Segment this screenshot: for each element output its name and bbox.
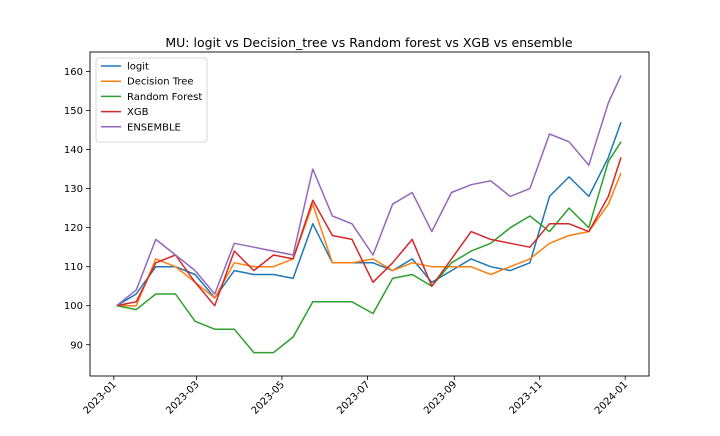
y-tick-label-3: 120 bbox=[64, 223, 83, 234]
series-line-1 bbox=[116, 172, 622, 307]
y-tick-label-7: 160 bbox=[64, 67, 83, 78]
y-tick-label-0: 90 bbox=[70, 340, 83, 351]
y-tick-label-6: 150 bbox=[64, 106, 83, 117]
legend-label-4: ENSEMBLE bbox=[127, 122, 181, 133]
series-line-0 bbox=[116, 122, 622, 307]
legend-label-1: Decision Tree bbox=[127, 77, 194, 88]
series-line-3 bbox=[116, 157, 622, 307]
legend-box bbox=[95, 57, 208, 143]
y-tick-label-1: 100 bbox=[64, 301, 83, 312]
plot-frame bbox=[89, 51, 650, 377]
y-tick-label-5: 140 bbox=[64, 145, 83, 156]
series-layer bbox=[116, 75, 622, 354]
series-line-4 bbox=[116, 75, 622, 307]
legend-label-3: XGB bbox=[127, 107, 149, 118]
y-tick-label-2: 110 bbox=[64, 262, 83, 273]
chart-title: MU: logit vs Decision_tree vs Random for… bbox=[165, 35, 573, 50]
y-axis: 90 100 110 120 130 140 150 160 bbox=[64, 67, 90, 351]
legend-label-2: Random Forest bbox=[127, 92, 202, 103]
legend-label-0: logit bbox=[127, 62, 149, 73]
y-tick-label-4: 130 bbox=[64, 184, 83, 195]
legend: logit Decision Tree Random Forest XGB ENSEMB… bbox=[95, 57, 208, 143]
series-line-2 bbox=[116, 141, 622, 354]
